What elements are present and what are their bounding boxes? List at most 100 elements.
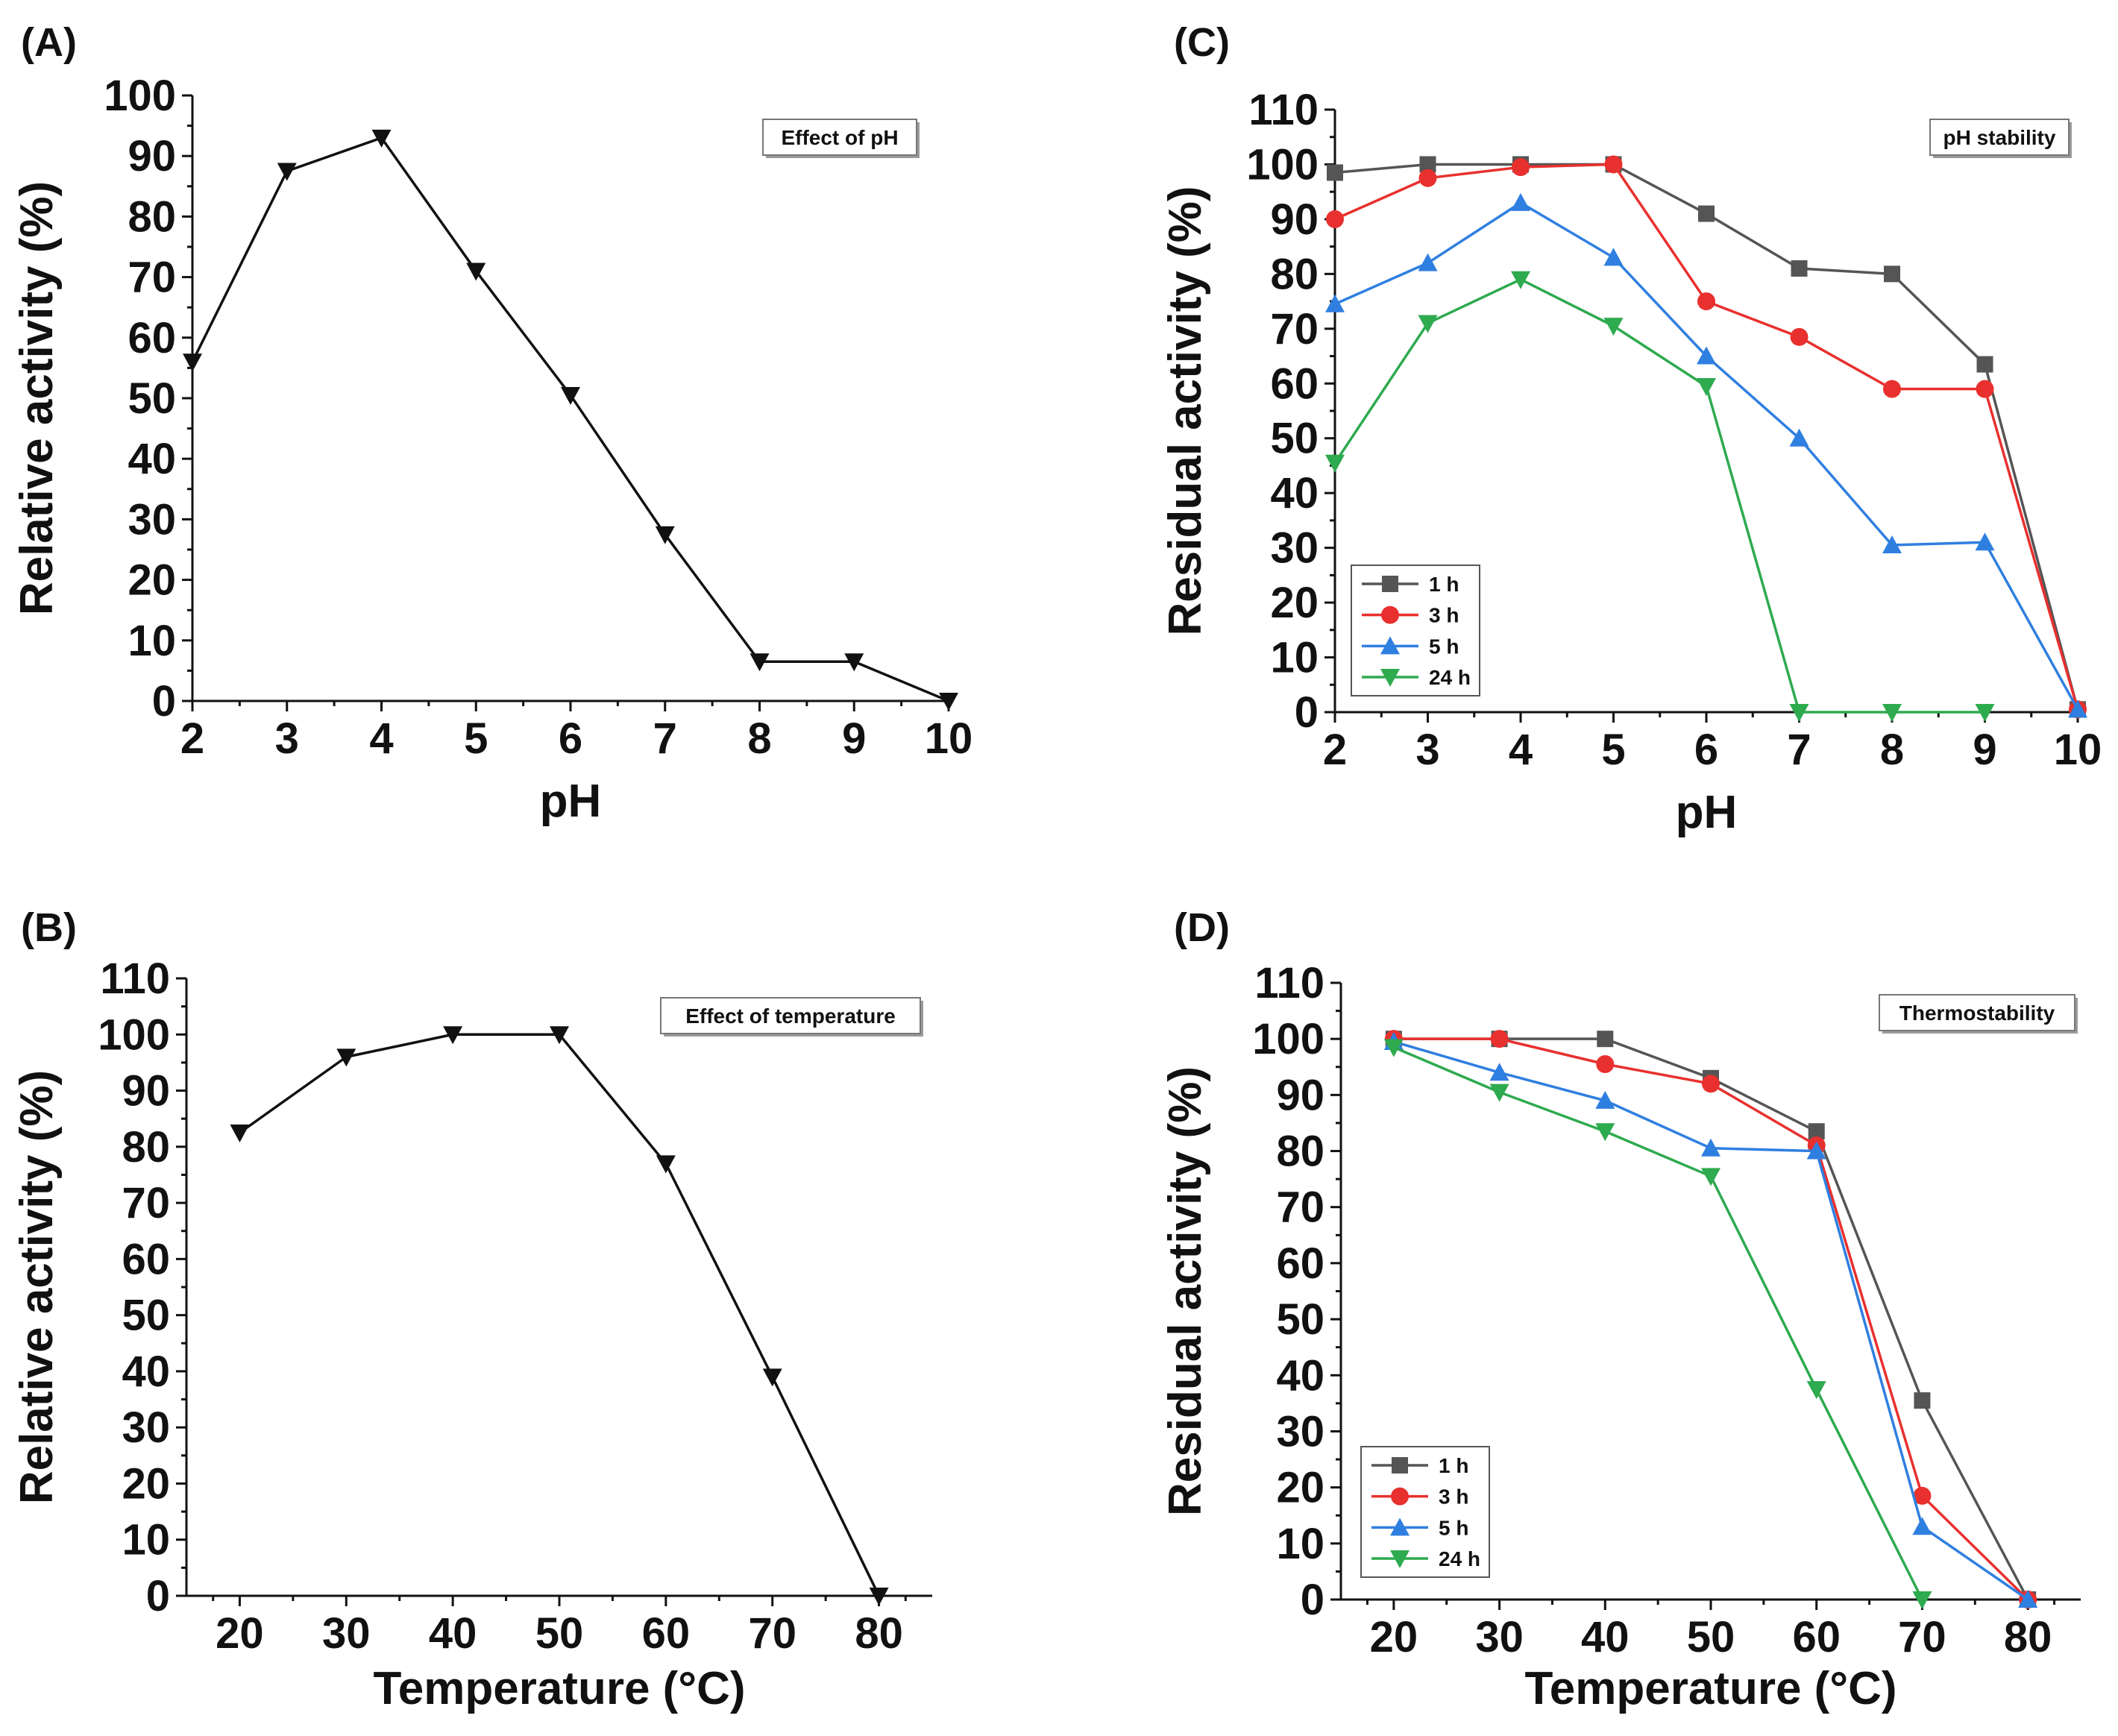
data-point: [371, 129, 392, 148]
legend: 1 h 3 h 5 h 24 h: [1360, 1446, 1490, 1578]
data-point: [1489, 1084, 1509, 1102]
x-tick-label: 60: [1792, 1613, 1841, 1661]
y-tick-label: 10: [128, 617, 176, 665]
y-tick-label: 70: [122, 1179, 170, 1227]
inset-title-box: [1929, 119, 2070, 156]
x-tick-label: 20: [1370, 1613, 1418, 1661]
data-point: [1912, 1517, 1932, 1535]
data-point: [1697, 377, 1716, 396]
legend-label: 3 h: [1439, 1485, 1468, 1509]
data-point: [2018, 1590, 2038, 1608]
legend-label: 3 h: [1429, 604, 1459, 627]
series-line: [1333, 277, 1985, 714]
legend-box: [1360, 1446, 1490, 1578]
data-point: [1975, 532, 1995, 551]
legend-label: 1 h: [1429, 573, 1459, 596]
chart-title: Effect of temperature: [685, 1004, 896, 1028]
data-point: [1603, 318, 1624, 336]
data-point: [561, 386, 580, 405]
y-tick-label: 80: [122, 1123, 170, 1172]
y-tick-label: 70: [128, 254, 176, 302]
y-tick-label: 50: [1276, 1295, 1324, 1344]
data-point: [183, 353, 202, 372]
y-tick-label: 90: [122, 1067, 170, 1116]
y-axis-title: Relative activity (%): [11, 181, 63, 615]
data-point: [1697, 346, 1716, 365]
x-tick-label: 30: [322, 1609, 371, 1658]
data-point: [1418, 253, 1438, 271]
data-point: [1789, 704, 1809, 722]
data-point: [1701, 1138, 1721, 1157]
data-point: [336, 1048, 356, 1067]
data-point: [1976, 356, 1993, 373]
y-tick-label: 20: [1276, 1464, 1324, 1512]
x-tick-label: 6: [1694, 726, 1718, 774]
x-tick-label: 7: [653, 714, 677, 763]
y-tick-label: 60: [122, 1235, 170, 1283]
legend-marker: [1380, 636, 1400, 655]
series-24-h: [1325, 271, 1995, 722]
data-point: [2068, 699, 2087, 718]
chart-title: pH stability: [1943, 126, 2056, 149]
inset-title-box: [660, 997, 921, 1034]
data-point: [1808, 1123, 1825, 1140]
y-tick-label: 30: [122, 1403, 170, 1452]
data-point: [1419, 156, 1436, 173]
data-point: [1511, 192, 1530, 211]
panel-c: (C) 0 10 20 30 40 50 60 70 80 90 100 110 2 3 4 5 6 7 8 9 10 pH…: [1160, 20, 2102, 838]
x-axis-title: pH: [1676, 787, 1738, 838]
data-point: [844, 653, 864, 672]
y-tick-label: 0: [146, 1572, 170, 1620]
y-tick-label: 90: [128, 132, 176, 180]
x-tick-label: 40: [429, 1609, 477, 1658]
y-tick-label: 110: [1248, 86, 1319, 134]
data-point: [1806, 1141, 1826, 1160]
x-tick-label: 80: [855, 1609, 903, 1658]
y-tick-label: 90: [1276, 1071, 1324, 1119]
x-tick-label: 5: [464, 714, 488, 763]
data-point: [1698, 205, 1715, 222]
x-tick-label: 70: [1898, 1613, 1946, 1661]
x-tick-label: 80: [2004, 1613, 2052, 1661]
y-tick-label: 110: [1254, 959, 1324, 1007]
data-point: [1327, 164, 1343, 181]
y-tick-label: 0: [1295, 688, 1319, 737]
data-point: [1882, 704, 1902, 722]
data-point: [1490, 1030, 1509, 1048]
y-tick-label: 50: [122, 1292, 170, 1340]
series-3-h: [1326, 155, 2087, 719]
y-tick-label: 80: [128, 192, 176, 241]
data-point: [1914, 1392, 1931, 1409]
data-point: [277, 163, 297, 181]
data-point: [1976, 380, 1994, 398]
panel-label: (B): [21, 905, 77, 950]
chart-title: Thermostability: [1899, 1001, 2055, 1025]
data-point: [939, 693, 958, 711]
x-tick-label: 4: [369, 714, 393, 763]
x-tick-label: 6: [559, 714, 582, 763]
data-point: [1790, 327, 1809, 346]
y-tick-label: 30: [1276, 1407, 1324, 1456]
y-tick-label: 40: [1276, 1351, 1324, 1400]
inset-title-box: [1879, 994, 2075, 1031]
x-tick-label: 60: [642, 1609, 691, 1658]
data-point: [1791, 260, 1808, 277]
y-tick-label: 80: [1276, 1128, 1324, 1176]
data-point: [1884, 265, 1900, 283]
x-tick-label: 2: [180, 714, 204, 763]
y-tick-label: 60: [128, 314, 176, 362]
data-point: [750, 653, 770, 672]
series-24-h: [1383, 1039, 1932, 1609]
y-tick-label: 50: [128, 374, 176, 423]
data-point: [1596, 1055, 1615, 1074]
x-tick-label: 40: [1581, 1613, 1630, 1661]
data-point: [1913, 1486, 1932, 1505]
y-tick-label: 20: [1270, 579, 1319, 627]
data-point: [1882, 535, 1902, 553]
legend-marker: [1381, 606, 1399, 624]
data-point: [1325, 454, 1345, 473]
y-tick-label: 70: [1270, 305, 1319, 353]
y-tick-label: 80: [1270, 250, 1319, 298]
data-point: [655, 526, 675, 544]
